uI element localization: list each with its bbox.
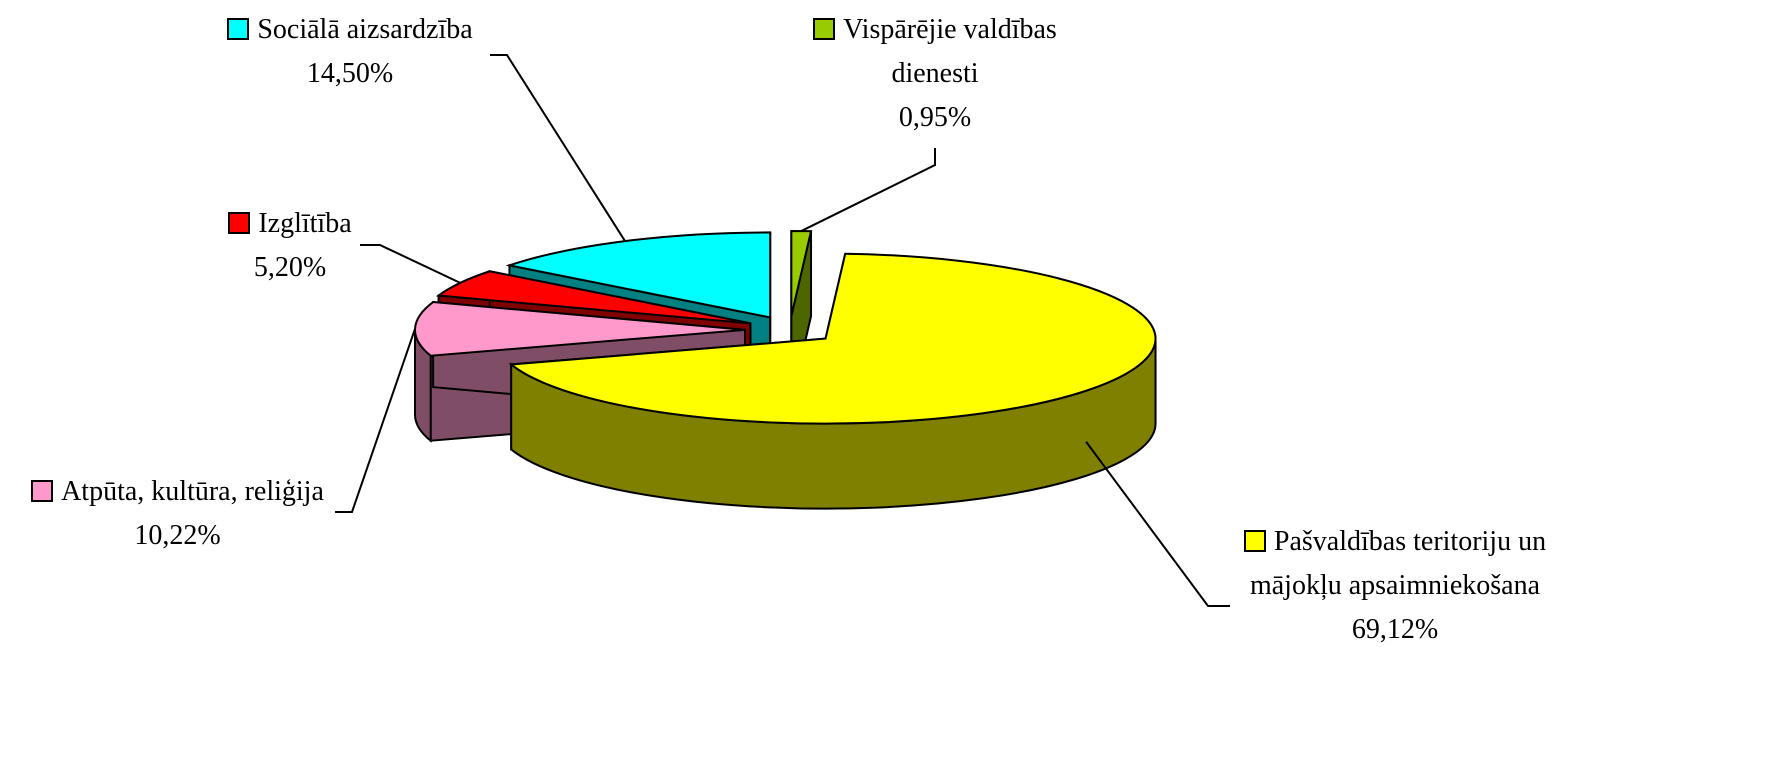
category-name: Izglītība	[258, 208, 352, 239]
data-label: Vispārējie valdības dienesti 0,95%	[780, 8, 1090, 140]
slice-top	[790, 230, 813, 317]
value-label: 10,22%	[134, 520, 221, 551]
category-name: Pašvaldības teritoriju un mājokļu apsaim…	[1249, 526, 1547, 601]
category-name: Sociālā aizsardzība	[257, 14, 473, 45]
value-label: 14,50%	[306, 58, 394, 89]
leader-line	[490, 54, 626, 242]
category-name: Vispārējie valdības dienesti	[843, 14, 1057, 89]
leader-line	[360, 244, 461, 284]
value-label: 69,12%	[1351, 614, 1439, 645]
leader-line	[1085, 441, 1230, 607]
legend-key	[813, 18, 836, 40]
data-label: Izglītība 5,20%	[195, 202, 385, 290]
leader-line	[800, 148, 936, 232]
value-label: 0,95%	[898, 102, 972, 133]
data-label: Pašvaldības teritoriju un mājokļu apsaim…	[1220, 520, 1570, 652]
legend-key	[1243, 530, 1266, 552]
category-name: Atpūta, kultūra, reliģija	[61, 476, 324, 507]
data-label: Sociālā aizsardzība 14,50%	[205, 8, 495, 96]
legend-key	[227, 18, 250, 40]
leader-line	[335, 328, 416, 513]
slice-top	[508, 252, 1157, 425]
value-label: 5,20%	[253, 252, 327, 283]
slice	[508, 252, 1157, 510]
legend-key	[31, 480, 54, 502]
data-label: Atpūta, kultūra, reliģija 10,22%	[5, 470, 350, 558]
legend-key	[228, 212, 251, 234]
